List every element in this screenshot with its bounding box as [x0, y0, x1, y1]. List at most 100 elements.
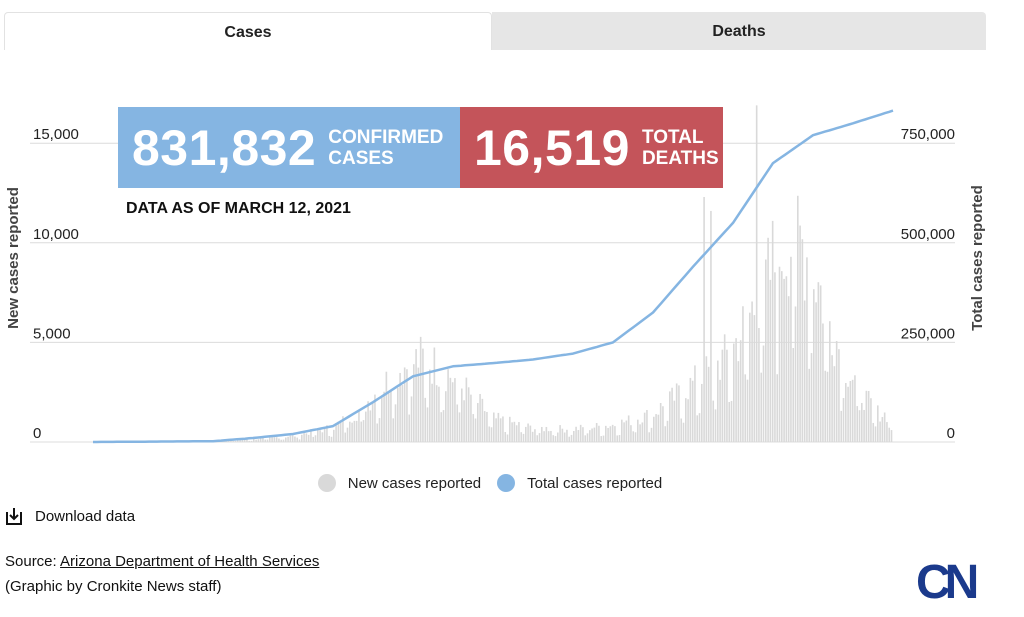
- new-cases-bar: [488, 426, 491, 442]
- new-cases-bar: [728, 401, 731, 442]
- new-cases-bar: [358, 409, 360, 442]
- source-line: Source: Arizona Department of Health Ser…: [5, 553, 319, 570]
- y-right-tick-label: 750,000: [901, 126, 955, 143]
- new-cases-bar: [493, 412, 495, 442]
- download-icon: [6, 508, 22, 525]
- new-cases-bar: [701, 383, 703, 442]
- new-cases-bar: [415, 349, 417, 442]
- new-cases-bar: [653, 416, 655, 442]
- new-cases-bar: [378, 418, 381, 442]
- new-cases-bar: [657, 414, 660, 442]
- new-cases-bar: [739, 340, 742, 442]
- new-cases-bar: [573, 431, 575, 442]
- new-cases-bar: [509, 416, 511, 442]
- new-cases-bar: [451, 382, 454, 442]
- new-cases-bar: [819, 285, 822, 442]
- confirmed-cases-label: CONFIRMED CASES: [328, 126, 444, 169]
- new-cases-bar: [520, 432, 523, 442]
- total-deaths-value: 16,519: [474, 119, 630, 176]
- new-cases-bar: [264, 439, 267, 442]
- new-cases-bar: [813, 289, 815, 442]
- new-cases-bar: [815, 302, 817, 442]
- new-cases-bar: [241, 439, 244, 442]
- new-cases-bar: [634, 432, 637, 442]
- new-cases-bar: [609, 426, 612, 442]
- new-cases-bar: [465, 377, 468, 442]
- new-cases-bar: [801, 239, 804, 442]
- new-cases-bar: [342, 416, 344, 442]
- new-cases-bar: [275, 437, 278, 442]
- new-cases-bar: [538, 433, 541, 442]
- new-cases-bar: [568, 436, 571, 442]
- new-cases-bar: [870, 398, 872, 442]
- new-cases-bar: [575, 426, 577, 442]
- tab-cases[interactable]: Cases: [4, 12, 492, 50]
- legend-item-total-cases[interactable]: Total cases reported: [497, 474, 662, 492]
- new-cases-bar: [792, 348, 795, 442]
- new-cases-bar: [387, 393, 390, 442]
- new-cases-bar: [822, 323, 824, 442]
- confirmed-cases-value: 831,832: [132, 119, 317, 176]
- new-cases-bar: [257, 439, 260, 442]
- new-cases-bar: [554, 436, 557, 442]
- new-cases-bar: [627, 415, 630, 442]
- cronkite-news-logo: CN: [916, 558, 983, 602]
- new-cases-bar: [758, 327, 760, 442]
- new-cases-bar: [783, 278, 785, 442]
- new-cases-bar: [717, 360, 719, 442]
- new-cases-bar: [259, 438, 262, 442]
- new-cases-bar: [721, 349, 724, 442]
- new-cases-bar: [486, 411, 488, 442]
- new-cases-bar: [433, 347, 436, 442]
- new-cases-bar: [234, 440, 237, 442]
- new-cases-bar: [479, 393, 481, 442]
- new-cases-bar: [829, 321, 831, 442]
- new-cases-bar: [287, 436, 289, 442]
- new-cases-bar: [614, 426, 616, 442]
- new-cases-bar: [547, 431, 550, 442]
- new-cases-bar: [559, 425, 561, 442]
- tab-deaths[interactable]: Deaths: [492, 12, 986, 50]
- y-right-tick-label: 500,000: [901, 226, 955, 243]
- new-cases-bar: [698, 413, 701, 442]
- new-cases-bar: [616, 435, 619, 442]
- new-cases-bar: [680, 418, 683, 442]
- new-cases-bar: [760, 372, 763, 442]
- download-data-button[interactable]: Download data: [5, 506, 135, 526]
- new-cases-bar: [518, 422, 520, 442]
- new-cases-bar: [301, 434, 303, 442]
- y-right-tick-label: 0: [947, 425, 955, 442]
- new-cases-bar: [442, 410, 445, 442]
- new-cases-bar: [643, 412, 646, 442]
- source-link[interactable]: Arizona Department of Health Services: [60, 553, 320, 570]
- new-cases-bar: [586, 433, 589, 442]
- new-cases-bar: [335, 423, 337, 442]
- new-cases-bar: [659, 403, 662, 442]
- y-left-tick-label: 10,000: [33, 226, 79, 243]
- new-cases-bar: [646, 409, 648, 442]
- new-cases-bar: [497, 412, 500, 442]
- new-cases-bar: [705, 356, 708, 442]
- new-cases-bar: [762, 345, 765, 442]
- new-cases-bar: [273, 437, 276, 442]
- new-cases-bar: [886, 422, 888, 442]
- new-cases-bar: [298, 439, 301, 442]
- new-cases-bar: [856, 406, 859, 442]
- new-cases-bar: [808, 368, 811, 442]
- new-cases-bar: [289, 435, 292, 442]
- new-cases-bar: [625, 420, 628, 442]
- new-cases-bar: [630, 425, 632, 442]
- new-cases-bar: [399, 372, 401, 442]
- new-cases-bar: [310, 429, 312, 442]
- legend-item-new-cases[interactable]: New cases reported: [317, 474, 481, 492]
- new-cases-bar: [678, 385, 680, 442]
- new-cases-bar: [806, 257, 808, 442]
- new-cases-bar: [385, 371, 388, 442]
- new-cases-bar: [755, 105, 758, 443]
- new-cases-bar: [278, 438, 280, 442]
- y-left-tick-label: 0: [33, 425, 41, 442]
- new-cases-bar: [847, 386, 849, 442]
- new-cases-bar: [317, 429, 319, 442]
- new-cases-bar: [579, 424, 582, 442]
- new-cases-bar: [719, 379, 721, 442]
